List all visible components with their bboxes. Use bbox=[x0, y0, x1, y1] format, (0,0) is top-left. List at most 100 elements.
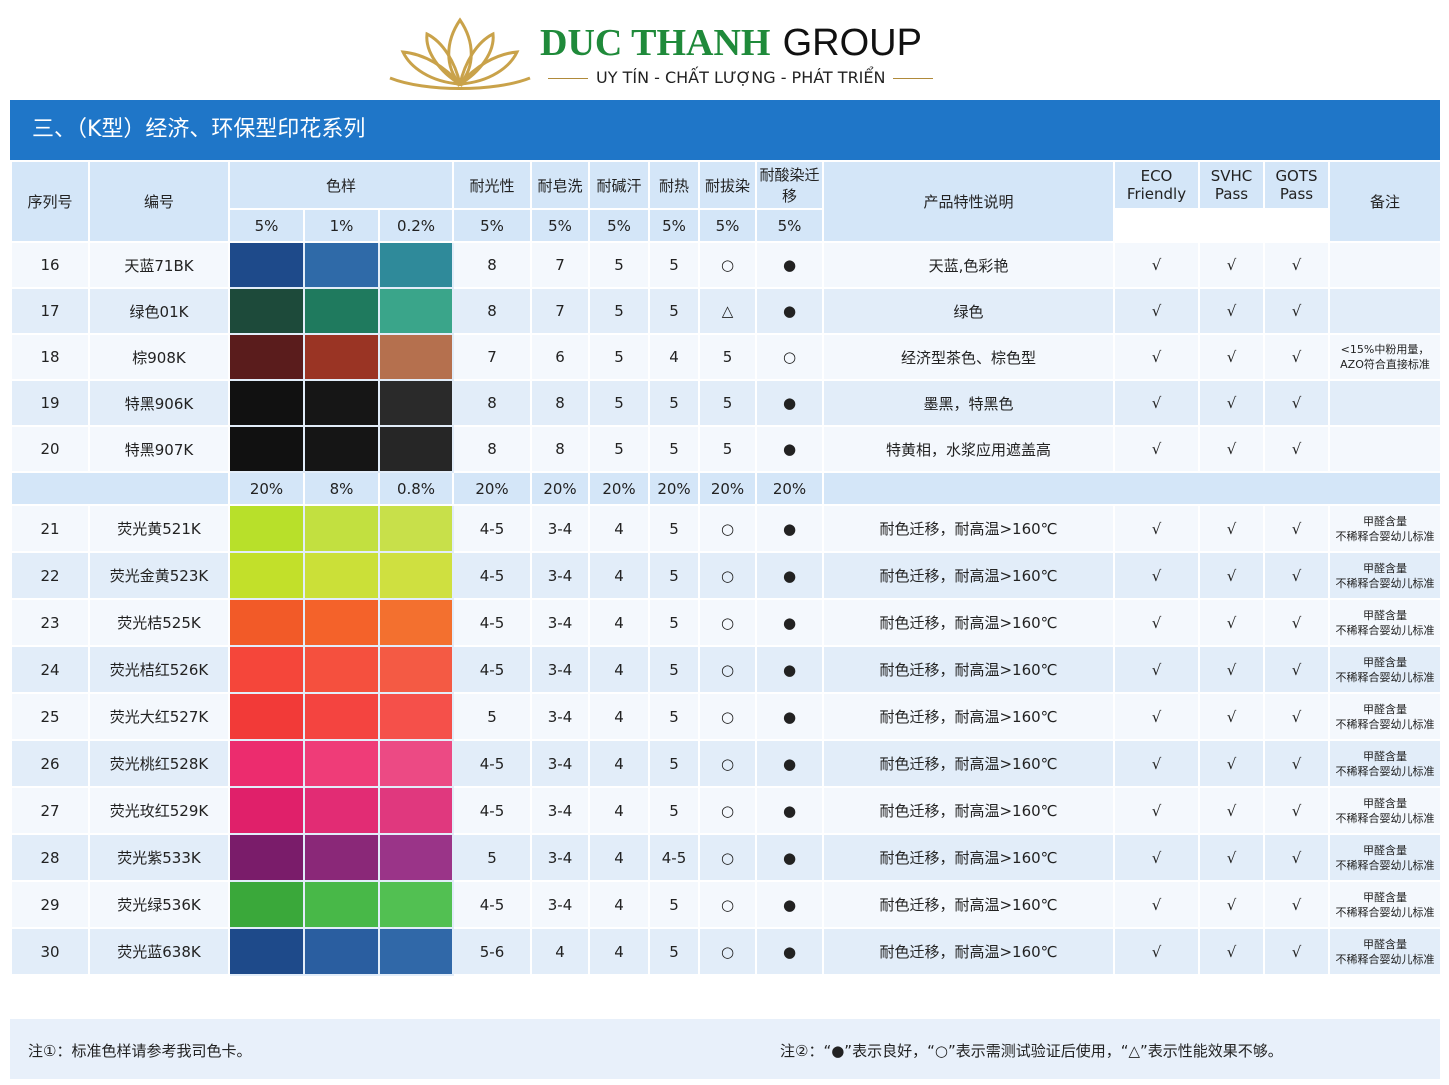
cell: 荧光紫533K bbox=[88, 833, 230, 882]
cell: 4-5 bbox=[452, 739, 532, 788]
cell: 5 bbox=[648, 504, 700, 553]
color-swatch bbox=[228, 241, 305, 289]
cell: 4-5 bbox=[452, 551, 532, 600]
cell: 耐色迁移，耐高温>160℃ bbox=[822, 833, 1115, 882]
table-row: 20 特黑907K 8 8 5 5 5 ● 特黄相，水浆应用遮盖高 √ √ √ bbox=[10, 425, 1442, 473]
cell: ○ bbox=[698, 598, 757, 647]
cell: 21 bbox=[10, 504, 90, 553]
cell: ● bbox=[755, 833, 824, 882]
cell: 5 bbox=[648, 880, 700, 929]
table-row: 27 荧光玫红529K 4-5 3-4 4 5 ○ ● 耐色迁移，耐高温>160℃ √ √ √ 甲醛含量… bbox=[10, 786, 1442, 835]
cell: 荧光桔525K bbox=[88, 598, 230, 647]
color-swatch bbox=[228, 379, 305, 427]
cell: √ bbox=[1113, 551, 1200, 600]
cell: √ bbox=[1198, 833, 1265, 882]
remark-line: 甲醛含量 bbox=[1363, 655, 1407, 669]
concentration-row: 20% 8% 0.8% 20% 20% 20% 20% 20% 20% bbox=[10, 471, 1442, 506]
remark-line: 不稀释合婴幼儿标准 bbox=[1335, 670, 1435, 684]
cell: ● bbox=[755, 927, 824, 976]
cell: 20 bbox=[10, 425, 90, 473]
color-swatch bbox=[378, 333, 454, 381]
note: 注②：“●”表示良好，“○”表示需测试验证后使用，“△”表示性能效果不够。 bbox=[780, 1042, 1283, 1060]
cell: √ bbox=[1198, 333, 1265, 381]
cell: 荧光大红527K bbox=[88, 692, 230, 741]
cell: △ bbox=[698, 287, 757, 335]
remark: 甲醛含量 不稀释合婴幼儿标准 bbox=[1328, 927, 1442, 976]
cell: 3-4 bbox=[530, 645, 590, 694]
cell: 4 bbox=[588, 645, 650, 694]
cell: 4 bbox=[588, 833, 650, 882]
cell: 荧光桃红528K bbox=[88, 739, 230, 788]
color-swatch bbox=[303, 241, 380, 289]
color-swatch bbox=[228, 833, 305, 882]
cell: 4 bbox=[588, 598, 650, 647]
cell: 4-5 bbox=[452, 786, 532, 835]
color-swatch bbox=[303, 786, 380, 835]
cell: √ bbox=[1198, 786, 1265, 835]
cell: 5 bbox=[648, 551, 700, 600]
column-header: 序列号 bbox=[10, 160, 90, 243]
cell: 5 bbox=[648, 598, 700, 647]
cell: 8 bbox=[452, 379, 532, 427]
concentration: 5% bbox=[530, 208, 590, 243]
cell: √ bbox=[1198, 241, 1265, 289]
remark-line: 甲醛含量 bbox=[1363, 796, 1407, 810]
cell: 3-4 bbox=[530, 833, 590, 882]
color-swatch bbox=[228, 645, 305, 694]
color-swatch bbox=[303, 692, 380, 741]
cell: ● bbox=[755, 739, 824, 788]
table-row: 23 荧光桔525K 4-5 3-4 4 5 ○ ● 耐色迁移，耐高温>160℃ √ √ √ 甲醛含量不… bbox=[10, 598, 1442, 647]
cell: 耐色迁移，耐高温>160℃ bbox=[822, 692, 1115, 741]
cell: 3-4 bbox=[530, 551, 590, 600]
cell: ● bbox=[755, 551, 824, 600]
color-swatch bbox=[378, 241, 454, 289]
concentration: 5% bbox=[755, 208, 824, 243]
remark-line: 不稀释合婴幼儿标准 bbox=[1335, 811, 1435, 825]
cell: √ bbox=[1113, 927, 1200, 976]
cell: 绿色 bbox=[822, 287, 1115, 335]
cell: 4-5 bbox=[452, 598, 532, 647]
cell: √ bbox=[1113, 287, 1200, 335]
cell: ● bbox=[755, 504, 824, 553]
cell: 荧光黄521K bbox=[88, 504, 230, 553]
color-swatch bbox=[378, 287, 454, 335]
cell: 特黑907K bbox=[88, 425, 230, 473]
column-header: 产品特性说明 bbox=[822, 160, 1115, 243]
concentration: 5% bbox=[452, 208, 532, 243]
column-header: 编号 bbox=[88, 160, 230, 243]
cell: 5 bbox=[588, 379, 650, 427]
table-row: 19 特黑906K 8 8 5 5 5 ● 墨黑，特黑色 √ √ √ bbox=[10, 379, 1442, 427]
concentration: 5% bbox=[648, 208, 700, 243]
header-row: 5% 1% 0.2% 5% 5% 5% 5% 5% 5% bbox=[11, 208, 1441, 243]
cell: 耐色迁移，耐高温>160℃ bbox=[822, 786, 1115, 835]
remark-line: 不稀释合婴幼儿标准 bbox=[1335, 764, 1435, 778]
cell: 4-5 bbox=[452, 645, 532, 694]
cell: 4-5 bbox=[452, 504, 532, 553]
cell: √ bbox=[1263, 379, 1330, 427]
color-swatch bbox=[228, 504, 305, 553]
column-header: 耐热 bbox=[648, 160, 700, 210]
concentration: 8% bbox=[303, 471, 380, 506]
cell: 3-4 bbox=[530, 739, 590, 788]
cell: 16 bbox=[10, 241, 90, 289]
cell: 5 bbox=[588, 333, 650, 381]
cell: 8 bbox=[452, 287, 532, 335]
concentration: 20% bbox=[588, 471, 650, 506]
cell: 8 bbox=[452, 241, 532, 289]
cell: ○ bbox=[698, 551, 757, 600]
remark: 甲醛含量 不稀释合婴幼儿标准 bbox=[1328, 880, 1442, 929]
cell: ● bbox=[755, 425, 824, 473]
column-header: GOTS Pass bbox=[1263, 160, 1330, 210]
concentration: 20% bbox=[228, 471, 305, 506]
color-swatch bbox=[378, 551, 454, 600]
cell: √ bbox=[1263, 551, 1330, 600]
cell: 29 bbox=[10, 880, 90, 929]
color-swatch bbox=[228, 880, 305, 929]
table-row: 30 荧光蓝638K 5-6 4 4 5 ○ ● 耐色迁移，耐高温>160℃ √ √ √ 甲醛含量 不稀释… bbox=[10, 927, 1442, 976]
remark: 甲醛含量 不稀释合婴幼儿标准 bbox=[1328, 833, 1442, 882]
cell: √ bbox=[1113, 504, 1200, 553]
cell: 3-4 bbox=[530, 692, 590, 741]
color-swatch bbox=[228, 333, 305, 381]
blank bbox=[10, 471, 230, 506]
remark-line: 甲醛含量 bbox=[1363, 937, 1407, 951]
